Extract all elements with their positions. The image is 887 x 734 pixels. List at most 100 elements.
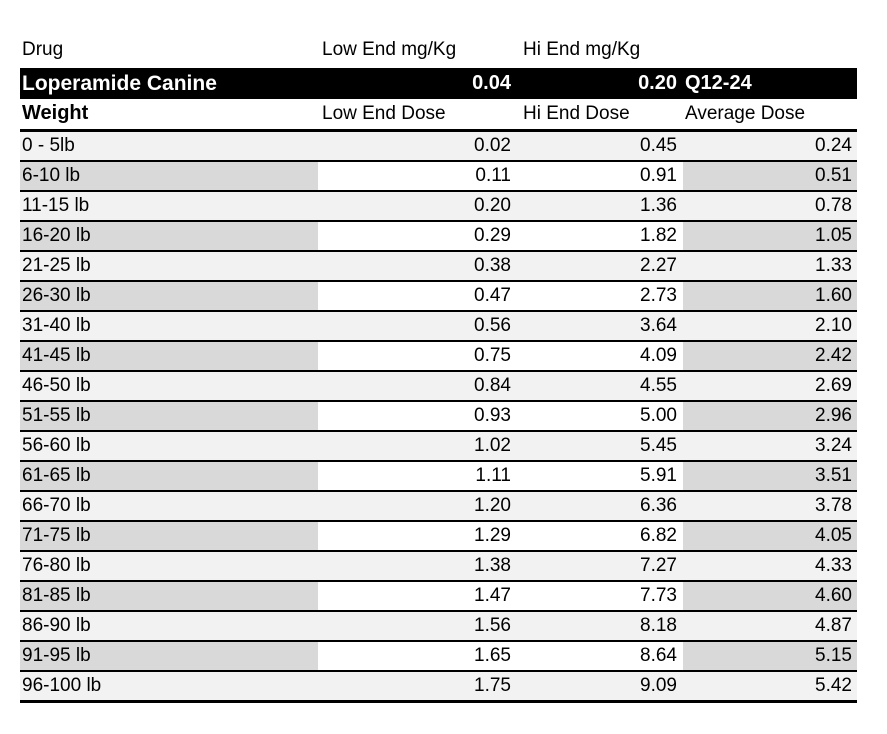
low-end-dose-cell: 0.93 (318, 402, 512, 430)
table-row: 21-25 lb 0.38 2.27 1.33 (20, 252, 857, 282)
table-row: 41-45 lb 0.75 4.09 2.42 (20, 342, 857, 372)
weight-cell: 86-90 lb (20, 612, 318, 640)
low-end-dose-cell: 0.75 (318, 342, 512, 370)
weight-cell: 71-75 lb (20, 522, 318, 550)
table-row: 16-20 lb 0.29 1.82 1.05 (20, 222, 857, 252)
hi-end-dose-cell: 5.00 (512, 402, 683, 430)
weight-column-header: Weight (22, 102, 89, 124)
weight-cell: 46-50 lb (20, 372, 318, 400)
weight-cell: 26-30 lb (20, 282, 318, 310)
weight-cell: 81-85 lb (20, 582, 318, 610)
weight-cell: 56-60 lb (20, 432, 318, 460)
hi-end-dose-cell: 4.09 (512, 342, 683, 370)
weight-cell: 11-15 lb (20, 192, 318, 220)
hi-end-dose-cell: 7.73 (512, 582, 683, 610)
empty-header-cell (683, 34, 857, 68)
dosing-table: Drug Low End mg/Kg Hi End mg/Kg Loperami… (20, 34, 857, 703)
average-dose-cell: 4.33 (683, 552, 857, 580)
low-end-dose-column-header: Low End Dose (322, 103, 446, 124)
table-row: 86-90 lb 1.56 8.18 4.87 (20, 612, 857, 642)
table-row: 71-75 lb 1.29 6.82 4.05 (20, 522, 857, 552)
low-end-dose-cell: 0.29 (318, 222, 512, 250)
table-row: 66-70 lb 1.20 6.36 3.78 (20, 492, 857, 522)
low-end-mgkg-header: Low End mg/Kg (322, 39, 457, 60)
average-dose-cell: 1.05 (683, 222, 857, 250)
table-row: 56-60 lb 1.02 5.45 3.24 (20, 432, 857, 462)
hi-end-dose-cell: 6.36 (512, 492, 683, 520)
average-dose-cell: 0.51 (683, 162, 857, 190)
hi-end-dose-cell: 8.18 (512, 612, 683, 640)
average-dose-cell: 4.60 (683, 582, 857, 610)
average-dose-cell: 4.87 (683, 612, 857, 640)
weight-cell: 61-65 lb (20, 462, 318, 490)
weight-cell: 76-80 lb (20, 552, 318, 580)
low-end-dose-cell: 0.47 (318, 282, 512, 310)
table-row: 96-100 lb 1.75 9.09 5.42 (20, 672, 857, 703)
low-end-dose-cell: 0.11 (318, 162, 512, 190)
low-end-dose-cell: 1.56 (318, 612, 512, 640)
weight-cell: 6-10 lb (20, 162, 318, 190)
weight-cell: 66-70 lb (20, 492, 318, 520)
drug-low-mgkg-value: 0.04 (472, 72, 511, 94)
hi-end-dose-cell: 3.64 (512, 312, 683, 340)
table-row: 31-40 lb 0.56 3.64 2.10 (20, 312, 857, 342)
average-dose-cell: 3.24 (683, 432, 857, 460)
weight-cell: 91-95 lb (20, 642, 318, 670)
low-end-dose-cell: 0.84 (318, 372, 512, 400)
weight-cell: 31-40 lb (20, 312, 318, 340)
low-end-dose-cell: 1.29 (318, 522, 512, 550)
low-end-dose-cell: 1.75 (318, 672, 512, 700)
drug-header-label: Drug (22, 39, 64, 60)
drug-band-row: Loperamide Canine 0.04 0.20 Q12-24 (20, 68, 857, 99)
low-end-dose-cell: 0.38 (318, 252, 512, 280)
average-dose-cell: 5.15 (683, 642, 857, 670)
weight-cell: 21-25 lb (20, 252, 318, 280)
average-dose-cell: 0.78 (683, 192, 857, 220)
drug-frequency: Q12-24 (685, 72, 752, 94)
table-row: 81-85 lb 1.47 7.73 4.60 (20, 582, 857, 612)
weight-cell: 16-20 lb (20, 222, 318, 250)
weight-cell: 0 - 5lb (20, 132, 318, 160)
hi-end-mgkg-header: Hi End mg/Kg (523, 39, 641, 60)
hi-end-dose-cell: 2.73 (512, 282, 683, 310)
low-end-dose-cell: 0.56 (318, 312, 512, 340)
drug-hi-mgkg-value: 0.20 (638, 72, 677, 94)
table-row: 61-65 lb 1.11 5.91 3.51 (20, 462, 857, 492)
average-dose-cell: 5.42 (683, 672, 857, 700)
table-row: 51-55 lb 0.93 5.00 2.96 (20, 402, 857, 432)
average-dose-column-header: Average Dose (685, 103, 806, 124)
hi-end-dose-cell: 4.55 (512, 372, 683, 400)
hi-end-dose-cell: 8.64 (512, 642, 683, 670)
hi-end-dose-cell: 5.91 (512, 462, 683, 490)
low-end-dose-cell: 1.20 (318, 492, 512, 520)
dose-table-body: 0 - 5lb 0.02 0.45 0.24 6-10 lb 0.11 0.91… (20, 132, 857, 703)
low-end-dose-cell: 1.11 (318, 462, 512, 490)
hi-end-dose-cell: 9.09 (512, 672, 683, 700)
weight-cell: 41-45 lb (20, 342, 318, 370)
low-end-dose-cell: 0.02 (318, 132, 512, 160)
weight-cell: 96-100 lb (20, 672, 318, 700)
average-dose-cell: 3.51 (683, 462, 857, 490)
average-dose-cell: 1.60 (683, 282, 857, 310)
average-dose-cell: 1.33 (683, 252, 857, 280)
table-row: 11-15 lb 0.20 1.36 0.78 (20, 192, 857, 222)
hi-end-dose-cell: 0.91 (512, 162, 683, 190)
hi-end-dose-cell: 0.45 (512, 132, 683, 160)
hi-end-dose-cell: 7.27 (512, 552, 683, 580)
average-dose-cell: 2.69 (683, 372, 857, 400)
hi-end-dose-cell: 1.36 (512, 192, 683, 220)
low-end-dose-cell: 1.38 (318, 552, 512, 580)
table-row: 26-30 lb 0.47 2.73 1.60 (20, 282, 857, 312)
hi-end-dose-cell: 6.82 (512, 522, 683, 550)
low-end-dose-cell: 1.02 (318, 432, 512, 460)
average-dose-cell: 3.78 (683, 492, 857, 520)
table-row: 91-95 lb 1.65 8.64 5.15 (20, 642, 857, 672)
hi-end-dose-column-header: Hi End Dose (523, 103, 630, 124)
hi-end-dose-cell: 5.45 (512, 432, 683, 460)
table-row: 6-10 lb 0.11 0.91 0.51 (20, 162, 857, 192)
dose-header-row: Weight Low End Dose Hi End Dose Average … (20, 99, 857, 132)
average-dose-cell: 2.42 (683, 342, 857, 370)
table-row: 76-80 lb 1.38 7.27 4.33 (20, 552, 857, 582)
drug-header-row: Drug Low End mg/Kg Hi End mg/Kg (20, 34, 857, 68)
